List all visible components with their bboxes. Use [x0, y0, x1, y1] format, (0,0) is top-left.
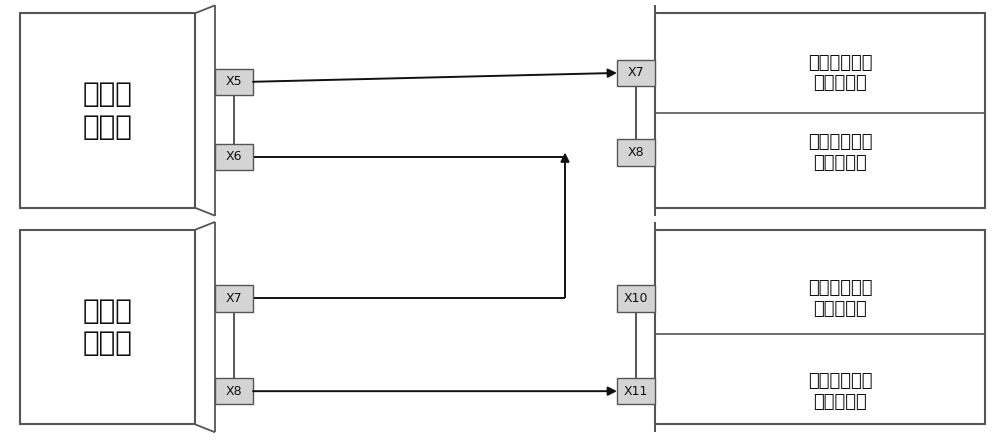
- Text: 第二载荷舱指
令译码模块: 第二载荷舱指 令译码模块: [808, 372, 872, 411]
- Bar: [655, 13, 985, 208]
- Text: X11: X11: [624, 385, 648, 398]
- Text: X7: X7: [628, 66, 644, 80]
- Bar: [617, 378, 655, 404]
- Text: X5: X5: [226, 75, 242, 88]
- Bar: [215, 69, 253, 95]
- Text: X8: X8: [628, 146, 644, 159]
- Bar: [655, 230, 985, 424]
- Text: X8: X8: [226, 385, 242, 398]
- Bar: [617, 139, 655, 166]
- Text: 第二服务舱指
令译码模块: 第二服务舱指 令译码模块: [808, 133, 872, 172]
- Bar: [215, 144, 253, 170]
- Bar: [20, 13, 195, 208]
- Bar: [617, 285, 655, 312]
- Text: X7: X7: [226, 292, 242, 305]
- Bar: [215, 285, 253, 312]
- Bar: [20, 230, 195, 424]
- Bar: [617, 60, 655, 86]
- Text: 第二遥
控终端: 第二遥 控终端: [83, 297, 132, 357]
- Text: X10: X10: [624, 292, 648, 305]
- Text: 第一遥
控终端: 第一遥 控终端: [83, 80, 132, 141]
- Text: 第一服务舱指
令译码模块: 第一服务舱指 令译码模块: [808, 53, 872, 92]
- Text: X6: X6: [226, 150, 242, 164]
- Bar: [215, 378, 253, 404]
- Text: 第一载荷舱指
令译码模块: 第一载荷舱指 令译码模块: [808, 279, 872, 318]
